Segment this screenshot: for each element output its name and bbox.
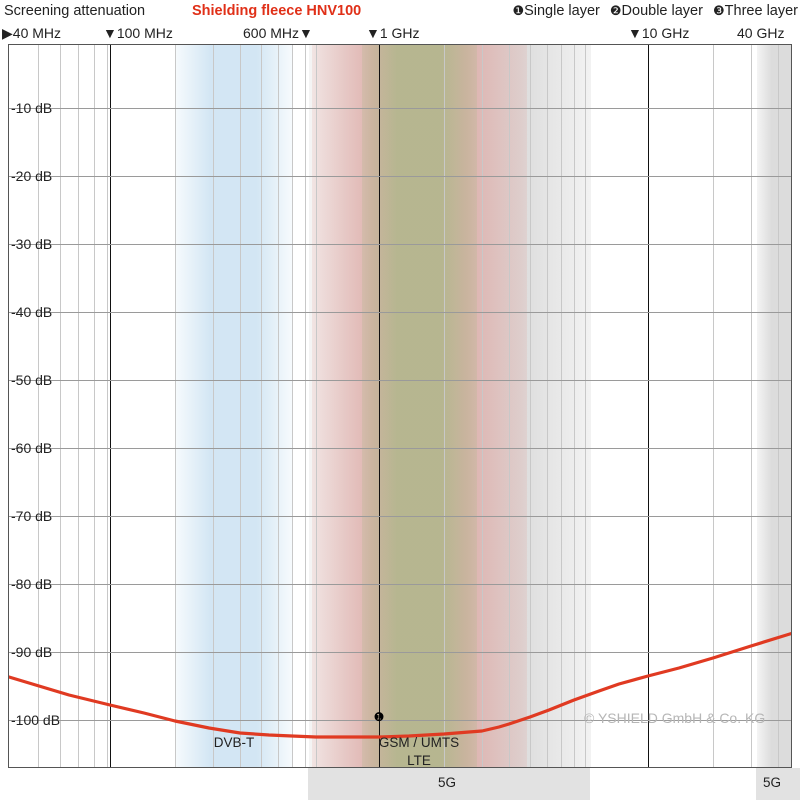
- ylabel-80db: -80 dB: [11, 576, 53, 592]
- hgrid-100db: [9, 720, 791, 721]
- vgrid-200mhz: [175, 45, 176, 767]
- band-label-dvbt: DVB-T: [213, 735, 255, 750]
- vgrid-90mhz: [107, 45, 108, 767]
- ylabel-40db: -40 dB: [11, 304, 53, 320]
- vgrid-40ghz: [778, 45, 779, 767]
- freq-label-600mhz-text: 600 MHz: [243, 25, 300, 41]
- vgrid-2ghz: [444, 45, 445, 767]
- vgrid-50mhz: [38, 45, 39, 767]
- freq-label-600mhz: 600 MHz▼: [243, 22, 313, 44]
- legend-item-double: ❷Double layer: [610, 0, 703, 22]
- legend-item-three: ❸Three layer: [713, 0, 798, 22]
- plot-area: -10 dB -20 dB -30 dB -40 dB -50 dB -60 d…: [8, 44, 792, 768]
- vgrid-80mhz: [94, 45, 95, 767]
- marker-down-icon: ▼: [103, 25, 117, 41]
- vgrid-7ghz: [561, 45, 562, 767]
- freq-label-1ghz: ▼1 GHz: [366, 22, 420, 44]
- bottom-band-label-5g-right: 5G: [762, 775, 782, 790]
- bottom-band-5g: [308, 768, 590, 800]
- vgrid-100mhz: [110, 45, 111, 767]
- ylabel-20db: -20 dB: [11, 168, 53, 184]
- freq-label-10ghz-text: 10 GHz: [641, 25, 690, 41]
- legend-label-double: Double layer: [621, 3, 703, 19]
- vgrid-10ghz: [648, 45, 649, 767]
- ylabel-90db: -90 dB: [11, 644, 53, 660]
- vgrid-300mhz: [213, 45, 214, 767]
- ylabel-30db: -30 dB: [11, 236, 53, 252]
- band-5g-right: [757, 45, 791, 767]
- chart-header: Screening attenuation Shielding fleece H…: [0, 0, 800, 22]
- legend-label-three: Three layer: [724, 3, 798, 19]
- freq-label-10ghz: ▼10 GHz: [628, 22, 689, 44]
- freq-label-40ghz: 40 GHz: [737, 22, 784, 44]
- vgrid-700mhz: [292, 45, 293, 767]
- hgrid-50db: [9, 380, 791, 381]
- vgrid-600mhz: [278, 45, 279, 767]
- bottom-band-strip: 5G 5G: [0, 768, 800, 800]
- curve-marker-single-layer: ❶: [373, 710, 385, 724]
- vgrid-20ghz: [713, 45, 714, 767]
- legend-bullet-three-icon: ❸: [713, 3, 725, 18]
- hgrid-10db: [9, 108, 791, 109]
- hgrid-90db: [9, 652, 791, 653]
- ylabel-100db: -100 dB: [11, 712, 61, 728]
- attenuation-curve: [9, 631, 791, 739]
- product-name: Shielding fleece HNV100: [192, 3, 362, 19]
- vgrid-400mhz: [240, 45, 241, 767]
- bottom-band-label-5g: 5G: [437, 775, 457, 790]
- vgrid-800mhz: [305, 45, 306, 767]
- freq-label-100mhz-text: 100 MHz: [116, 25, 173, 41]
- band-dvbt: [175, 45, 292, 767]
- ylabel-50db: -50 dB: [11, 372, 53, 388]
- vgrid-9ghz: [585, 45, 586, 767]
- vgrid-60mhz: [60, 45, 61, 767]
- band-label-lte: LTE: [407, 753, 431, 768]
- legend-label-single: Single layer: [524, 3, 600, 19]
- legend-item-single: ❶Single layer: [512, 0, 599, 22]
- freq-label-40ghz-text: 40 GHz: [737, 25, 785, 41]
- freq-label-1ghz-text: 1 GHz: [379, 25, 420, 41]
- vgrid-4ghz: [509, 45, 510, 767]
- marker-down-icon-1g: ▼: [366, 25, 380, 41]
- vgrid-1ghz: [379, 45, 380, 767]
- bottom-band-5g-right: [756, 768, 800, 800]
- legend: ❶Single layer ❷Double layer ❸Three layer: [506, 0, 798, 22]
- marker-down-icon-600: ▼: [299, 25, 313, 41]
- hgrid-70db: [9, 516, 791, 517]
- marker-right-icon: ▶: [2, 25, 13, 41]
- vgrid-8ghz: [574, 45, 575, 767]
- chart-title: Screening attenuation: [4, 3, 146, 19]
- legend-bullet-single-icon: ❶: [512, 3, 525, 18]
- vgrid-6ghz: [547, 45, 548, 767]
- hgrid-80db: [9, 584, 791, 585]
- vgrid-900mhz: [316, 45, 317, 767]
- vgrid-3ghz: [482, 45, 483, 767]
- band-gsm-umts: [362, 45, 477, 767]
- legend-bullet-double-icon: ❷: [609, 3, 622, 18]
- vgrid-5ghz: [530, 45, 531, 767]
- frequency-axis-labels: ▶40 MHz ▼100 MHz 600 MHz▼ ▼1 GHz ▼10 GHz…: [0, 22, 800, 44]
- freq-label-100mhz: ▼100 MHz: [103, 22, 173, 44]
- ylabel-10db: -10 dB: [11, 100, 53, 116]
- vgrid-70mhz: [78, 45, 79, 767]
- hgrid-30db: [9, 244, 791, 245]
- watermark: © YSHIELD GmbH & Co. KG: [584, 710, 766, 726]
- freq-label-40mhz-text: 40 MHz: [12, 25, 62, 41]
- vgrid-500mhz: [261, 45, 262, 767]
- ylabel-70db: -70 dB: [11, 508, 53, 524]
- hgrid-40db: [9, 312, 791, 313]
- hgrid-20db: [9, 176, 791, 177]
- freq-label-40mhz: ▶40 MHz: [2, 22, 61, 44]
- vgrid-30ghz: [751, 45, 752, 767]
- hgrid-60db: [9, 448, 791, 449]
- ylabel-60db: -60 dB: [11, 440, 53, 456]
- marker-down-icon-10g: ▼: [628, 25, 642, 41]
- band-label-gsm-umts: GSM / UMTS: [378, 735, 460, 750]
